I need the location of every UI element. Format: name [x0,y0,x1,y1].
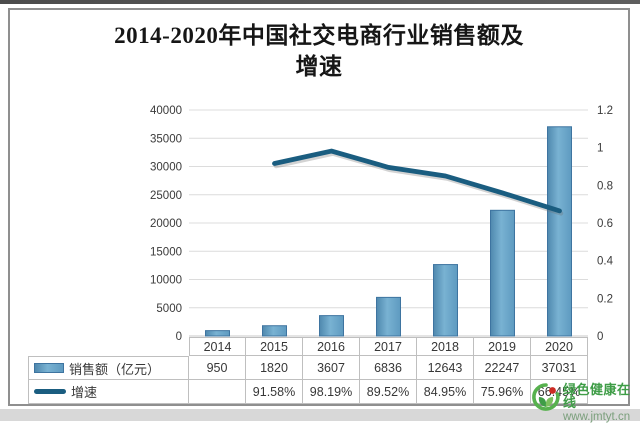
left-axis-tick: 30000 [150,162,182,174]
year-cell: 2017 [360,337,417,356]
sales-value-cell: 1820 [246,356,303,380]
sales-value-cell: 12643 [417,356,474,380]
line-series [272,148,564,216]
year-cell: 2018 [417,337,474,356]
growth-value-cell: 89.52% [360,380,417,404]
legend-label: 增速 [71,385,98,400]
bar-2014 [205,330,230,337]
bar-2017 [376,296,401,337]
year-cell: 2020 [531,337,588,356]
left-axis-tick: 0 [176,331,182,343]
left-axis-tick: 35000 [150,133,182,145]
chart-title-line1: 2014-2020年中国社交电商行业销售额及 [114,23,524,48]
bar-2018 [433,264,458,337]
watermark: 绿色健康在线 www.jmtyt.cn [531,380,640,423]
left-axis-tick: 25000 [150,190,182,202]
bar-2016 [319,315,344,337]
sales-value-cell: 950 [189,356,246,380]
left-axis-tick: 5000 [156,303,182,315]
chart-title-line2: 增速 [295,54,343,79]
year-cell: 2014 [189,337,246,356]
chart-frame: 2014-2020年中国社交电商行业销售额及 增速 0 5000 10000 1500… [8,8,630,406]
growth-value-cell: 66.45% [531,380,588,404]
data-table: 2014 2015 2016 2017 2018 2019 2020 销售额（亿元） 950 18… [28,337,588,404]
left-axis-tick: 15000 [150,246,182,258]
growth-value-cell [189,380,246,404]
legend-label: 销售额（亿元） [69,361,161,377]
bar-2019 [490,209,515,337]
plot-area: 0 5000 10000 15000 20000 25000 30000 35000 40000… [150,105,614,343]
growth-line [272,148,562,214]
top-border-strip [0,0,640,4]
sales-value-cell: 22247 [474,356,531,380]
year-cell: 2015 [246,337,303,356]
sales-value-cell: 37031 [531,356,588,380]
year-cell: 2016 [303,337,360,356]
sales-value-cell: 6836 [360,356,417,380]
right-axis-tick: 0.8 [597,180,613,192]
left-axis-tick: 20000 [150,218,182,230]
bar-2015 [262,325,287,337]
sales-value-cell: 3607 [303,356,360,380]
right-axis-tick: 1 [597,143,603,155]
line-swatch-icon [34,389,66,394]
left-axis-tick: 10000 [150,275,182,287]
axis-labels: 0 5000 10000 15000 20000 25000 30000 35000 40000… [150,105,614,343]
right-axis-tick: 0 [597,331,603,343]
right-axis-tick: 0.6 [597,218,613,230]
growth-value-cell: 98.19% [303,380,360,404]
right-axis-tick: 1.2 [597,105,613,117]
bar-2020 [547,126,572,337]
year-cell: 2019 [474,337,531,356]
left-axis-tick: 40000 [150,105,182,117]
chart-title: 2014-2020年中国社交电商行业销售额及 增速 [10,20,628,82]
legend-sales: 销售额（亿元） [28,356,189,380]
right-axis-tick: 0.2 [597,293,613,305]
watermark-brand-text: 绿色健康在线 [563,382,631,410]
watermark-logo-icon [532,383,560,411]
watermark-site-text: www.jmtyt.cn [563,411,631,423]
growth-value-cell: 91.58% [246,380,303,404]
growth-line-shadow [273,151,564,216]
bar-series [205,126,572,337]
bottom-strip [0,409,640,421]
growth-value-cell: 75.96% [474,380,531,404]
legend-growth: 增速 [28,380,189,404]
bar-swatch-icon [34,363,64,373]
growth-value-cell: 84.95% [417,380,474,404]
table-corner-cell [28,337,189,356]
right-axis-tick: 0.4 [597,256,614,268]
